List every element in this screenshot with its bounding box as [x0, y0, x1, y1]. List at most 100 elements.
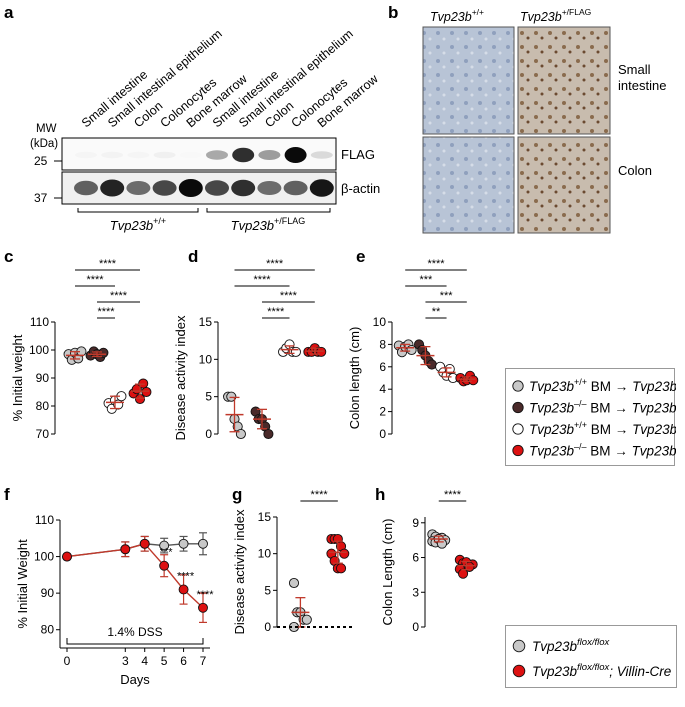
- y-tick-label: 70: [36, 427, 50, 441]
- mw-25-label: 25: [34, 154, 48, 168]
- panel-d: d 0 5 10 15 Disease activity index **** **** ***…: [173, 247, 327, 441]
- legend-marker: [512, 444, 524, 457]
- legend-label-part: BM →: [587, 444, 632, 459]
- y-tick-label: 5: [205, 390, 212, 404]
- legend-label: Tvp23bflox/flox: [532, 637, 610, 654]
- legend-label-part: Tvp23b: [632, 444, 676, 459]
- panel-letter-d: d: [188, 247, 198, 266]
- sig-label: ****: [97, 306, 115, 318]
- y-tick-label: 0: [264, 620, 271, 634]
- flag-band: [258, 150, 281, 160]
- legend-marker: [512, 380, 524, 392]
- legend-marker: [512, 401, 524, 414]
- flag-band: [75, 151, 97, 159]
- series-point: [62, 551, 72, 562]
- actin-band: [100, 179, 125, 197]
- sig-label: ****: [86, 274, 104, 286]
- image-colon-wt: [422, 136, 515, 234]
- legend-bone-marrow-chimeras: Tvp23b+/+ BM → Tvp23b+/+Tvp23b–/– BM → T…: [505, 368, 685, 466]
- y-tick-label: 10: [199, 352, 213, 366]
- legend-label: Tvp23b–/– BM → Tvp23b–/–: [529, 442, 676, 459]
- actin-band: [283, 180, 308, 196]
- mw-label: MW: [36, 123, 57, 135]
- series-point: [159, 540, 170, 551]
- sig-label: ****: [266, 258, 284, 270]
- legend-label-part: Tvp23b: [532, 639, 578, 654]
- series-point: [198, 538, 208, 549]
- sig-label: **: [432, 306, 441, 318]
- legend-label: Tvp23b–/– BM → Tvp23b+/+: [529, 399, 676, 416]
- blot-label-flag: FLAG: [341, 147, 375, 162]
- group-label-wt: Tvp23b+/+: [110, 216, 166, 233]
- actin-band: [257, 181, 282, 195]
- legend-label-part: BM →: [587, 379, 632, 394]
- panel-letter-e: e: [356, 247, 365, 266]
- panel-b: b Tvp23b+/+ Tvp23b+/FLAG Small intestine…: [388, 3, 666, 234]
- flag-bands: [75, 147, 333, 163]
- flag-band: [206, 150, 228, 160]
- y-tick-label: 100: [34, 550, 54, 564]
- data-point: [263, 428, 274, 440]
- sig-label: ****: [427, 258, 445, 270]
- y-tick-label: 5: [264, 583, 271, 597]
- actin-band: [126, 181, 151, 195]
- series-point: [178, 584, 189, 595]
- legend-label-part: –/–: [574, 442, 587, 452]
- legend-label-part: flox/flox: [577, 662, 610, 673]
- y-tick-label: 90: [41, 586, 55, 600]
- flag-band: [284, 147, 307, 163]
- legend-marker: [512, 664, 526, 678]
- series-point: [198, 602, 208, 613]
- y-tick-label: 4: [379, 382, 386, 396]
- y-axis-label: % Initial weight: [10, 334, 25, 421]
- legend-label: Tvp23bflox/flox; Villin-Cre: [532, 662, 671, 679]
- group-bracket-flag: [206, 208, 331, 213]
- legend-e-svg: Tvp23b+/+ BM → Tvp23b+/+Tvp23b–/– BM → T…: [512, 377, 685, 459]
- x-axis-label: Days: [120, 672, 150, 687]
- legend-label-part: flox/flox: [577, 637, 610, 648]
- legend-label: Tvp23b+/+ BM → Tvp23b+/+: [529, 377, 676, 394]
- mw-unit: (kDa): [30, 138, 58, 150]
- legend-label-part: BM →: [587, 401, 632, 416]
- sig-label: ****: [280, 290, 298, 302]
- actin-band: [178, 179, 203, 197]
- y-tick-label: 0: [412, 620, 419, 634]
- y-tick-label: 15: [199, 315, 213, 329]
- y-tick-label: 15: [258, 510, 272, 524]
- dss-bracket: [66, 638, 204, 645]
- sig-label: ****: [444, 489, 462, 501]
- panel-letter-f: f: [4, 485, 10, 504]
- y-tick-label: 10: [373, 315, 387, 329]
- data-point: [141, 386, 152, 398]
- series-point: [120, 544, 131, 555]
- sig-label: ***: [160, 547, 174, 559]
- actin-band: [309, 179, 334, 197]
- mw-37-label: 37: [34, 191, 48, 205]
- image-si-wt: [422, 26, 515, 135]
- data-point: [290, 346, 301, 357]
- legend-label-part: Tvp23b: [529, 401, 575, 416]
- x-tick-label: 6: [180, 654, 187, 668]
- series-point: [159, 560, 170, 571]
- y-axis-label: Colon length (cm): [347, 327, 362, 430]
- panel-f: f 80 90 100 110 % Initial Weight 0 3 4 5 6 7 Days ***…: [4, 485, 214, 687]
- flag-band: [127, 151, 150, 159]
- sig-label: ****: [99, 258, 117, 270]
- panel-letter-g: g: [232, 485, 242, 504]
- row-label-colon: Colon: [618, 163, 652, 178]
- legend-label-part: –/–: [574, 399, 587, 409]
- legend-label-part: Tvp23b: [632, 422, 676, 437]
- row-label-si-1: Small: [618, 62, 651, 77]
- y-tick-label: 80: [41, 623, 55, 637]
- data-point: [444, 363, 455, 375]
- x-tick-label: 3: [122, 654, 129, 668]
- y-axis-label: Disease activity index: [173, 315, 188, 440]
- sig-label: ****: [196, 589, 214, 601]
- legend-label-part: BM →: [587, 422, 632, 437]
- series-point: [178, 538, 189, 549]
- legend-label-part: Tvp23b: [632, 401, 676, 416]
- y-tick-label: 10: [258, 547, 272, 561]
- panel-letter-h: h: [375, 485, 385, 504]
